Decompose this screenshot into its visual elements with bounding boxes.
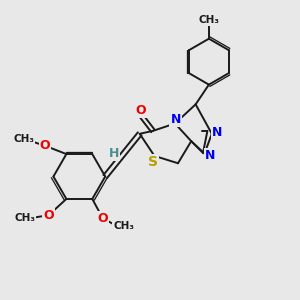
Text: S: S [148,155,158,169]
Text: O: O [136,104,146,117]
Text: N: N [212,126,222,139]
Text: O: O [97,212,108,225]
Text: O: O [44,208,54,222]
Text: N: N [170,112,181,126]
Text: O: O [40,139,50,152]
Text: CH₃: CH₃ [14,213,35,223]
Text: H: H [109,147,119,160]
Text: CH₃: CH₃ [198,15,219,26]
Text: CH₃: CH₃ [113,221,134,231]
Text: CH₃: CH₃ [13,134,34,144]
Text: N: N [205,149,215,162]
Text: N: N [170,112,181,126]
